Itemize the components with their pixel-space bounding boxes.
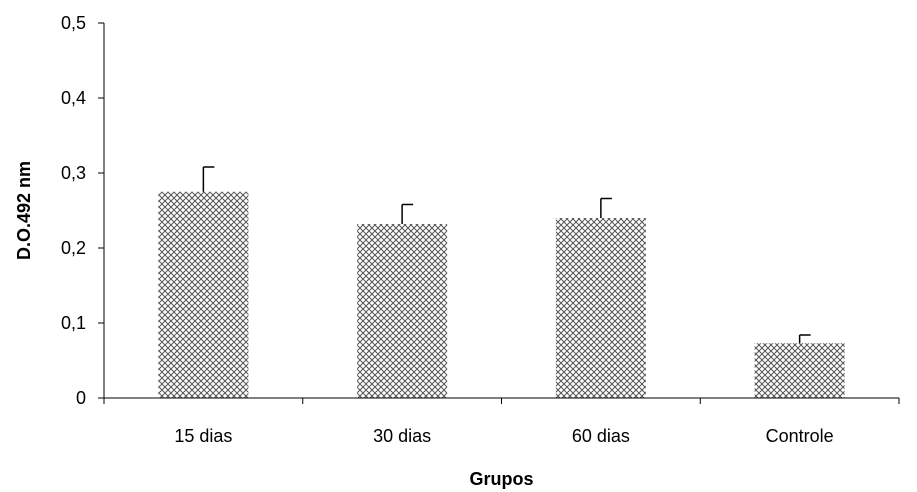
y-tick-label: 0,3 xyxy=(61,163,86,183)
y-tick-label: 0,1 xyxy=(61,313,86,333)
x-ticks-group: 15 dias 30 dias 60 dias Controle xyxy=(103,398,900,446)
error-bar xyxy=(798,334,811,344)
bar xyxy=(555,218,646,398)
x-tick-label: 15 dias xyxy=(174,426,232,446)
bar xyxy=(158,191,249,398)
y-axis-title: D.O.492 nm xyxy=(14,161,34,260)
bar xyxy=(754,343,845,398)
y-tick-label: 0 xyxy=(76,388,86,408)
y-tick-label: 0,2 xyxy=(61,238,86,258)
error-bar xyxy=(202,166,215,192)
bar xyxy=(357,224,448,398)
error-bar xyxy=(600,197,612,218)
error-bars-group xyxy=(202,166,811,344)
x-tick-label: 30 dias xyxy=(373,426,431,446)
y-tick-label: 0,5 xyxy=(61,13,86,33)
x-axis-title: Grupos xyxy=(469,469,533,489)
x-tick-label: Controle xyxy=(766,426,834,446)
bars-group xyxy=(158,191,845,398)
y-tick-label: 0,4 xyxy=(61,88,86,108)
error-bar xyxy=(401,203,414,224)
x-tick-label: 60 dias xyxy=(572,426,630,446)
y-ticks-group: 0 0,1 0,2 0,3 0,4 0,5 xyxy=(61,13,104,408)
